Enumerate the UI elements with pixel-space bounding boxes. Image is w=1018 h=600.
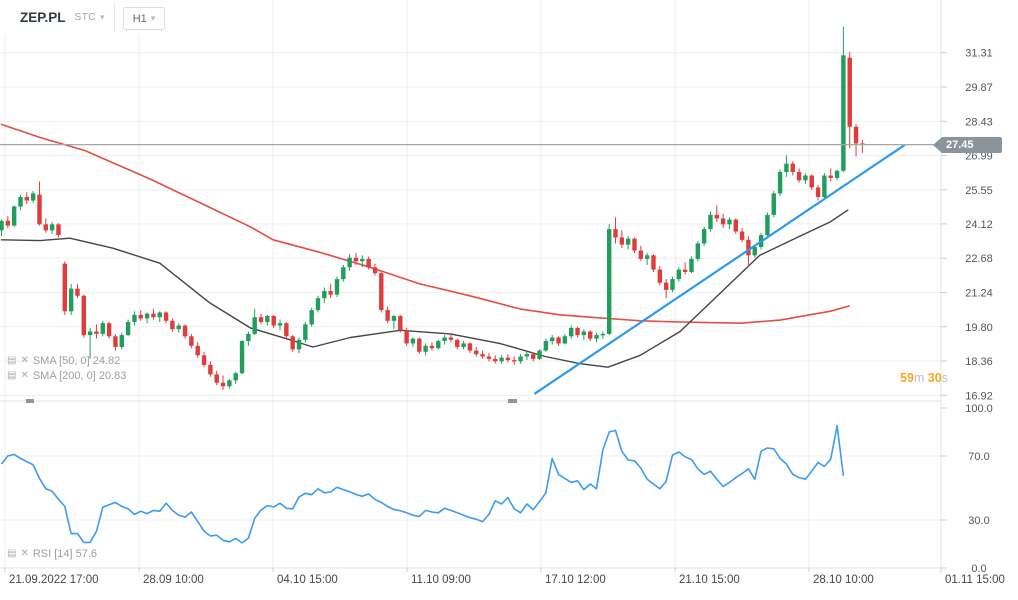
indicator-settings-icon[interactable]: ▤ — [7, 548, 17, 559]
timeframe-button[interactable]: H1 ▾ — [123, 7, 165, 30]
pane-divider-handle[interactable] — [26, 399, 34, 403]
current-price-value: 27.45 — [942, 137, 1002, 153]
rsi-tick-label: 30.0 — [968, 515, 989, 527]
symbol-name[interactable]: ZEP.PL — [20, 9, 66, 25]
price-tick-label: 25.55 — [965, 185, 993, 197]
time-tick-label: 04.10 15:00 — [277, 574, 338, 586]
indicator-label-sma200: SMA [200, 0] 20.83 — [32, 370, 127, 382]
rsi-line — [0, 424, 845, 544]
sma50-line — [0, 209, 849, 368]
price-tick-label: 26.99 — [965, 151, 993, 163]
time-tick-label: 11.10 09:00 — [411, 574, 471, 586]
chevron-down-icon[interactable]: ▾ — [100, 11, 105, 22]
price-tick-label: 21.24 — [965, 287, 993, 299]
price-tick-label: 29.87 — [965, 82, 993, 94]
rsi-tick-label: 70.0 — [968, 451, 989, 463]
price-tick-label: 28.43 — [965, 116, 993, 128]
time-tick-label: 28.10 10:00 — [813, 574, 874, 586]
time-tick-label: 28.09 10:00 — [143, 574, 204, 586]
time-tick-label: 21.10 15:00 — [679, 574, 740, 586]
time-tick-label: 17.10 12:00 — [545, 574, 606, 586]
rsi-axis-labels: 100.0 70.0 30.0 0.0 — [941, 403, 993, 575]
price-tick-label: 16.92 — [965, 390, 993, 402]
price-tick-label: 18.36 — [965, 356, 993, 368]
indicator-row-sma200: ▤ ✕ SMA [200, 0] 20.83 — [7, 370, 126, 382]
indicator-settings-icon[interactable]: ▤ — [7, 355, 17, 366]
indicator-row-rsi: ▤ ✕ RSI [14] 57.6 — [7, 548, 97, 560]
time-axis-labels: 21.09.2022 17:00 28.09 10:00 04.10 15:00 11… — [4, 568, 1005, 586]
time-tick-label: 01.11 15:00 — [945, 574, 1005, 586]
price-tick-label: 22.68 — [965, 253, 993, 265]
price-tick-label: 24.12 — [965, 219, 993, 231]
timer-minutes-unit: m — [913, 371, 928, 385]
toolbar: ZEP.PL STC ▾ H1 ▾ — [0, 0, 172, 34]
toolbar-divider — [114, 3, 115, 32]
indicator-remove-icon[interactable]: ✕ — [20, 355, 29, 366]
price-axis-labels: 31.31 29.87 28.43 26.99 25.55 24.12 22.68 21.24… — [941, 48, 993, 402]
timer-seconds-unit: s — [941, 371, 948, 385]
candles — [0, 26, 865, 390]
symbol-type-label[interactable]: STC — [74, 11, 97, 23]
pane-divider-handle[interactable] — [508, 399, 517, 403]
chevron-down-icon: ▾ — [150, 13, 156, 23]
indicator-remove-icon[interactable]: ✕ — [20, 548, 29, 559]
sma200-line — [0, 123, 850, 325]
price-tick-label: 31.31 — [965, 48, 993, 60]
trendline[interactable] — [534, 144, 906, 395]
candle-countdown-timer: 59m 30s — [878, 371, 948, 385]
current-price-badge: 27.45 — [933, 137, 1002, 153]
price-tick-label: 19.80 — [965, 322, 993, 334]
rsi-tick-label: 0.0 — [971, 563, 986, 575]
indicator-remove-icon[interactable]: ✕ — [20, 370, 29, 381]
indicator-label-rsi: RSI [14] 57.6 — [32, 548, 98, 560]
indicator-settings-icon[interactable]: ▤ — [7, 370, 17, 381]
price-badge-arrow-icon — [933, 137, 942, 153]
timer-minutes: 59 — [900, 371, 914, 385]
gridlines — [0, 0, 942, 573]
indicator-label-sma50: SMA [50, 0] 24.82 — [32, 355, 121, 367]
rsi-tick-label: 100.0 — [965, 403, 993, 415]
timer-seconds: 30 — [927, 371, 942, 385]
indicator-row-sma50: ▤ ✕ SMA [50, 0] 24.82 — [7, 355, 120, 367]
timeframe-label: H1 — [132, 12, 147, 25]
time-tick-label: 21.09.2022 17:00 — [9, 574, 99, 586]
